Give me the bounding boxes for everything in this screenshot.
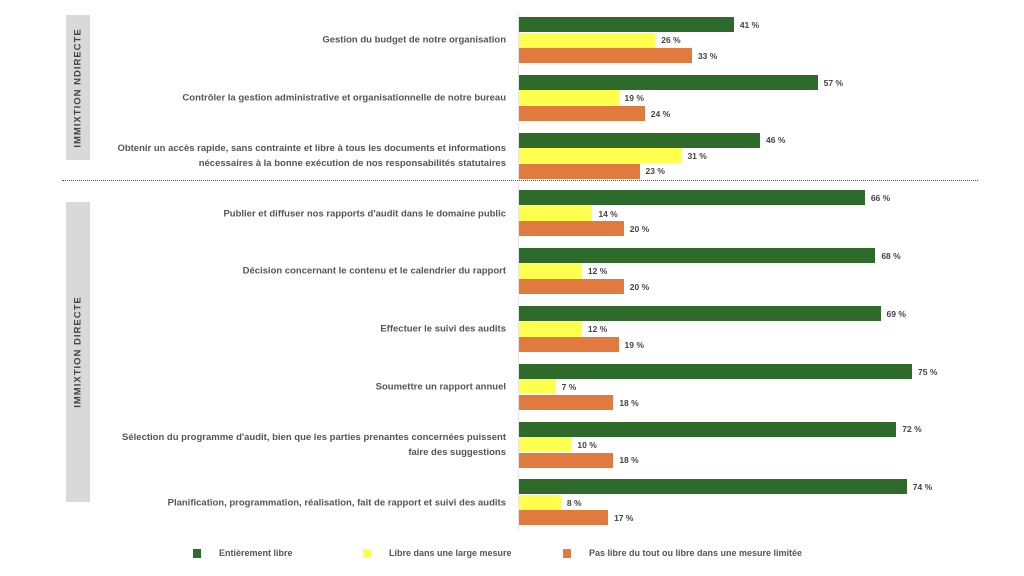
category-axis (518, 12, 519, 530)
bar-large (519, 90, 619, 106)
data-label: 19 % (624, 339, 644, 350)
bar-full (519, 479, 907, 495)
group-separator (62, 180, 978, 181)
data-label: 31 % (687, 150, 707, 161)
bar-full (519, 190, 865, 206)
data-label: 33 % (697, 50, 718, 61)
bar-limited (519, 48, 692, 63)
bar-limited (519, 105, 645, 121)
data-label: 24 % (650, 108, 671, 119)
data-label: 23 % (645, 166, 665, 177)
bar-full (519, 74, 818, 90)
data-label: 7 % (561, 382, 577, 393)
legend-swatch (563, 548, 571, 558)
category-label: Gestion du budget de notre organisation (322, 34, 506, 46)
group-label: IMMIXTION NDIRECTE (72, 27, 84, 148)
bar-large (519, 321, 582, 337)
bar-limited (519, 510, 609, 526)
bar-limited (519, 452, 614, 468)
category-label: Soumettre un rapport annuel (375, 381, 506, 393)
data-label: 26 % (661, 35, 681, 46)
legend-label: Libre dans une large mesure (389, 548, 512, 558)
bar-limited (519, 337, 619, 352)
category-label: Publier et diffuser nos rapports d'audit… (223, 208, 506, 220)
data-label: 66 % (870, 193, 891, 204)
bar-full (519, 17, 734, 32)
bar-full (519, 421, 897, 437)
bar-large (519, 379, 556, 395)
data-label: 17 % (614, 513, 634, 524)
group-label-box: IMMIXTION NDIRECTE (66, 15, 90, 160)
legend-item: Libre dans une large mesure (363, 548, 512, 558)
data-label: 10 % (577, 439, 597, 450)
data-label: 41 % (739, 19, 760, 30)
data-label: 12 % (587, 266, 608, 277)
legend-swatch (193, 548, 201, 558)
bar-large (519, 148, 682, 164)
bar-large (519, 205, 593, 221)
category-label: Obtenir un accès rapide, sans contrainte… (117, 142, 506, 169)
data-label: 69 % (886, 308, 906, 319)
data-label: 57 % (823, 77, 844, 88)
bar-large (519, 32, 656, 48)
bar-full (519, 306, 881, 321)
data-label: 74 % (912, 482, 933, 493)
data-label: 72 % (902, 424, 922, 435)
bar-limited (519, 279, 624, 295)
legend-item: Pas libre du tout ou libre dans une mesu… (563, 548, 802, 558)
bar-large (519, 494, 561, 510)
data-label: 8 % (566, 497, 582, 508)
data-label: 46 % (766, 135, 786, 146)
category-label: Effectuer le suivi des audits (380, 323, 506, 335)
legend-label: Entièrement libre (219, 548, 293, 558)
group-label: IMMIXTION DIRECTE (72, 296, 84, 408)
data-label: 68 % (881, 250, 901, 261)
category-label: Décision concernant le contenu et le cal… (242, 265, 506, 277)
data-label: 14 % (598, 208, 618, 219)
bar-full (519, 132, 761, 148)
bar-limited (519, 163, 640, 179)
data-label: 20 % (629, 281, 650, 292)
data-label: 75 % (918, 366, 938, 377)
bar-large (519, 437, 572, 453)
data-label: 18 % (619, 455, 639, 466)
data-label: 12 % (587, 324, 608, 335)
legend-item: Entièrement libre (193, 548, 293, 558)
category-label: Contrôler la gestion administrative et o… (182, 92, 506, 104)
data-label: 18 % (619, 397, 639, 408)
legend-label: Pas libre du tout ou libre dans une mesu… (589, 548, 803, 558)
group-label-box: IMMIXTION DIRECTE (66, 202, 90, 502)
bar-large (519, 263, 582, 279)
category-label: Sélection du programme d'audit, bien que… (122, 431, 506, 458)
bar-limited (519, 221, 624, 237)
data-label: 19 % (624, 93, 644, 104)
category-label: Planification, programmation, réalisatio… (167, 497, 506, 509)
bar-limited (519, 394, 614, 410)
data-label: 20 % (629, 224, 650, 235)
bar-full (519, 363, 912, 379)
bar-full (519, 248, 876, 264)
legend-swatch (363, 548, 371, 558)
